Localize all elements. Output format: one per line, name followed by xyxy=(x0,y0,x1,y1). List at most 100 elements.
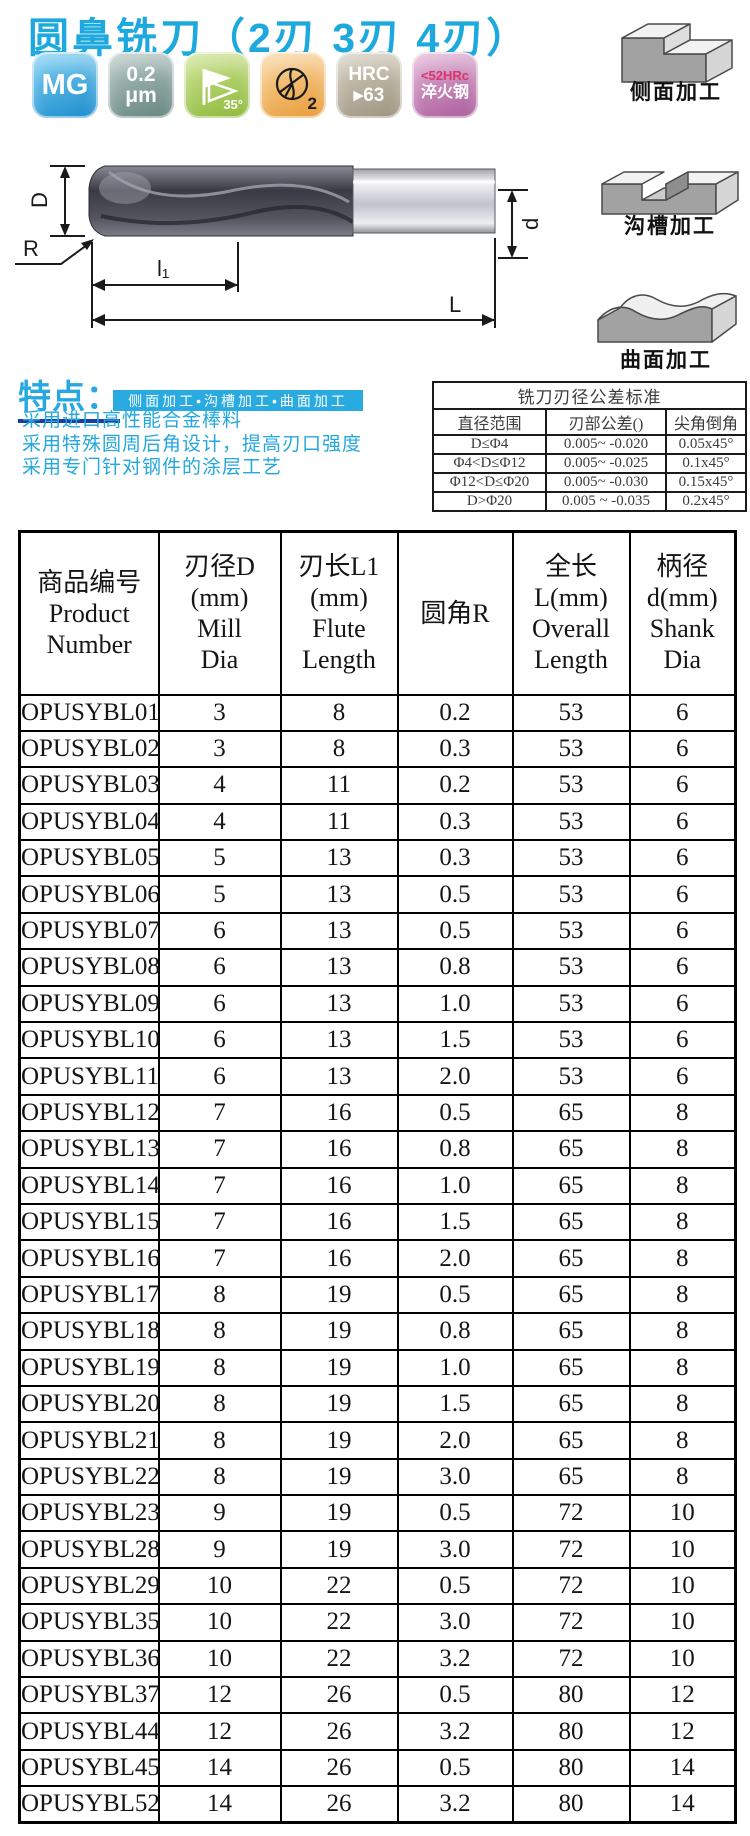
product-value-cell: 72 xyxy=(511,1566,631,1606)
product-value-cell: 13 xyxy=(279,1057,399,1096)
product-row: OPUSYBL37 12 26 0.5 80 12 xyxy=(18,1676,737,1715)
product-value-cell: 65 xyxy=(511,1348,631,1387)
product-value-cell: 14 xyxy=(157,1785,282,1824)
product-value-cell: 14 xyxy=(628,1785,737,1824)
curved-machining-label: 曲面加工 xyxy=(620,349,712,372)
product-value-cell: 10 xyxy=(157,1639,282,1679)
spec-badges: MG 0.2 μm 35° 2 HRC ▸63 <52HRc 淬火钢 xyxy=(32,52,478,118)
product-value-cell: 8 xyxy=(279,729,399,769)
side-machining-figure xyxy=(621,23,733,83)
product-value-cell: 6 xyxy=(628,1021,737,1060)
product-value-cell: 14 xyxy=(157,1748,282,1788)
product-value-cell: 1.0 xyxy=(396,1166,514,1205)
product-value-cell: 7 xyxy=(157,1239,282,1278)
product-value-cell: 26 xyxy=(279,1676,399,1715)
product-value-cell: 72 xyxy=(511,1494,631,1533)
product-value-cell: 9 xyxy=(157,1530,282,1569)
product-number-cell: OPUSYBL45 xyxy=(18,1748,160,1788)
product-row: OPUSYBL02 3 8 0.3 53 6 xyxy=(18,729,737,769)
dimension-l1 xyxy=(92,242,239,292)
hardened-steel-badge: <52HRc 淬火钢 xyxy=(412,52,478,118)
product-number-cell: OPUSYBL16 xyxy=(18,1239,160,1278)
product-value-cell: 0.5 xyxy=(396,1748,514,1788)
product-value-cell: 0.3 xyxy=(396,729,514,769)
hardness-line1: HRC xyxy=(348,64,390,85)
product-value-cell: 65 xyxy=(511,1166,631,1205)
product-value-cell: 26 xyxy=(279,1748,399,1788)
product-value-cell: 8 xyxy=(628,1093,737,1133)
product-row: OPUSYBL12 7 16 0.5 65 8 xyxy=(18,1093,737,1133)
product-value-cell: 53 xyxy=(511,802,631,842)
product-value-cell: 12 xyxy=(628,1676,737,1715)
groove-machining-label: 沟槽加工 xyxy=(624,215,716,238)
product-row: OPUSYBL11 6 13 2.0 53 6 xyxy=(18,1057,737,1096)
product-value-cell: 13 xyxy=(279,1021,399,1060)
product-row: OPUSYBL36 10 22 3.2 72 10 xyxy=(18,1639,737,1679)
product-column-header: 圆角R xyxy=(396,530,514,696)
product-row: OPUSYBL08 6 13 0.8 53 6 xyxy=(18,948,737,987)
product-value-cell: 2.0 xyxy=(396,1421,514,1460)
product-value-cell: 8 xyxy=(157,1312,282,1351)
product-value-cell: 13 xyxy=(279,984,399,1024)
product-row: OPUSYBL35 10 22 3.0 72 10 xyxy=(18,1603,737,1642)
product-value-cell: 7 xyxy=(157,1166,282,1205)
features-heading: 特点： xyxy=(18,370,120,423)
label-R: R xyxy=(23,236,39,261)
product-number-cell: OPUSYBL15 xyxy=(18,1202,160,1242)
material-grade-badge: MG xyxy=(32,52,98,118)
product-value-cell: 65 xyxy=(511,1312,631,1351)
product-number-cell: OPUSYBL01 xyxy=(18,693,160,732)
flute-section xyxy=(88,165,354,237)
product-value-cell: 7 xyxy=(157,1093,282,1133)
product-value-cell: 0.3 xyxy=(396,839,514,878)
hardness-line2: ▸63 xyxy=(353,85,385,106)
product-value-cell: 10 xyxy=(628,1494,737,1533)
tolerance-table-header-row: 直径范围 刃部公差() 尖角倒角 xyxy=(432,408,748,436)
product-value-cell: 3.0 xyxy=(396,1603,514,1642)
steel-type-label: 淬火钢 xyxy=(420,84,469,101)
product-value-cell: 1.5 xyxy=(396,1202,514,1242)
product-value-cell: 12 xyxy=(157,1712,282,1751)
product-value-cell: 0.8 xyxy=(396,1312,514,1351)
product-value-cell: 4 xyxy=(157,766,282,805)
product-number-cell: OPUSYBL52 xyxy=(18,1785,160,1824)
helix-angle-badge: 35° xyxy=(184,52,250,118)
feature-line: 采用专门针对钢件的涂层工艺 xyxy=(22,457,283,478)
product-value-cell: 1.0 xyxy=(396,1348,514,1387)
flute-cross-section-icon xyxy=(275,67,309,101)
product-number-cell: OPUSYBL03 xyxy=(18,766,160,805)
product-number-cell: OPUSYBL44 xyxy=(18,1712,160,1751)
product-value-cell: 0.5 xyxy=(396,875,514,914)
product-number-cell: OPUSYBL23 xyxy=(18,1494,160,1533)
product-value-cell: 6 xyxy=(628,839,737,878)
tolerance-cell: 0.005 ~ -0.035 xyxy=(545,491,667,512)
label-L: L xyxy=(449,292,461,317)
product-value-cell: 8 xyxy=(628,1202,737,1242)
product-value-cell: 10 xyxy=(628,1530,737,1569)
product-number-cell: OPUSYBL02 xyxy=(18,729,160,769)
end-mill-diagram: D R l₁ L d xyxy=(15,165,540,328)
product-value-cell: 6 xyxy=(628,984,737,1024)
flute-count-badge: 2 xyxy=(260,52,326,118)
product-value-cell: 0.2 xyxy=(396,693,514,732)
product-row: OPUSYBL13 7 16 0.8 65 8 xyxy=(18,1130,737,1169)
features-list: 采用进口高性能合金棒料 采用特殊圆周后角设计，提高刃口强度 采用专门针对钢件的涂… xyxy=(22,409,362,480)
product-number-cell: OPUSYBL37 xyxy=(18,1676,160,1715)
tolerance-cell: 0.005~ -0.030 xyxy=(545,472,667,493)
product-number-cell: OPUSYBL14 xyxy=(18,1166,160,1205)
product-number-cell: OPUSYBL35 xyxy=(18,1603,160,1642)
material-grade-label: MG xyxy=(41,68,89,101)
steel-hardness-label: <52HRc xyxy=(420,68,470,83)
roughness-value: 0.2 xyxy=(126,63,156,86)
product-value-cell: 8 xyxy=(628,1457,737,1497)
product-value-cell: 8 xyxy=(628,1275,737,1315)
side-machining-label: 侧面加工 xyxy=(630,81,722,104)
tolerance-row: D>Φ20 0.005 ~ -0.035 0.2x45° xyxy=(432,491,748,512)
product-value-cell: 3 xyxy=(157,693,282,732)
product-number-cell: OPUSYBL19 xyxy=(18,1348,160,1387)
tolerance-cell: Φ12<D≤Φ20 xyxy=(432,472,547,493)
dimension-d xyxy=(498,189,528,259)
product-value-cell: 22 xyxy=(279,1566,399,1606)
groove-machining-figure xyxy=(601,171,739,215)
product-number-cell: OPUSYBL28 xyxy=(18,1530,160,1569)
